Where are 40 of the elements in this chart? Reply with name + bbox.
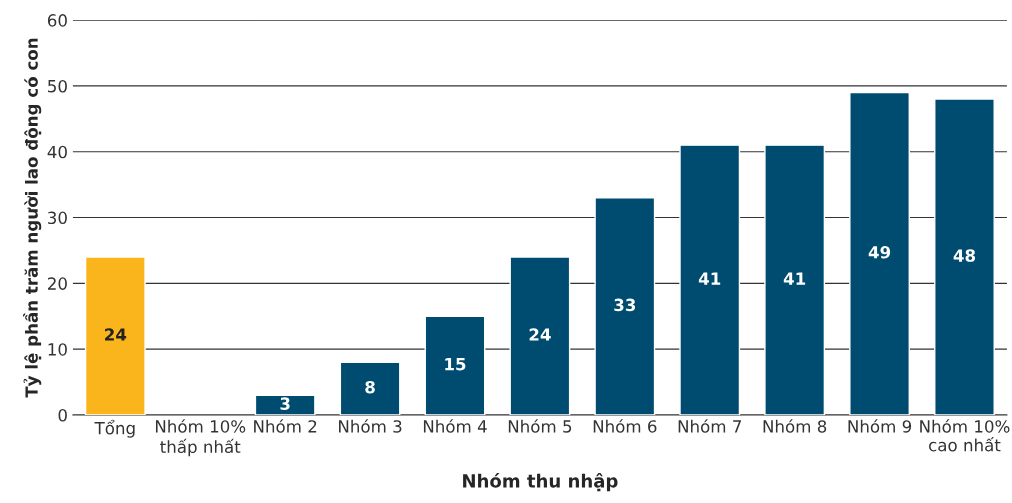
bar: [424, 315, 486, 415]
bar: [679, 144, 741, 415]
x-tick-label: Nhóm 9: [848, 419, 912, 433]
data-label: 41: [783, 272, 806, 285]
x-tick-label: Nhóm 7: [678, 419, 741, 433]
bar: [339, 361, 401, 415]
data-label: 15: [445, 358, 466, 371]
y-tick-label: 10: [48, 343, 67, 356]
data-label: 41: [698, 272, 721, 285]
data-label: 8: [365, 380, 375, 394]
x-tick-label: Nhóm 5: [508, 419, 572, 433]
bar: [509, 256, 571, 415]
x-tick-label: Nhóm 10% cao nhất: [920, 419, 1010, 452]
x-tick-label: Nhóm 6: [593, 419, 657, 433]
bar: [934, 98, 995, 415]
x-tick-label: Nhóm 8: [763, 419, 827, 433]
data-label: 3: [280, 397, 290, 410]
data-label: 33: [614, 298, 636, 312]
x-axis-title: Nhóm thu nhập: [463, 473, 618, 492]
bar: [84, 256, 146, 415]
data-label: 24: [529, 328, 551, 341]
y-tick-label: 20: [48, 277, 67, 290]
y-tick-label: 40: [47, 145, 67, 159]
bar: [849, 91, 910, 415]
x-tick-label: Nhóm 2: [254, 419, 317, 433]
data-label: 48: [953, 249, 976, 262]
x-tick-label: Nhóm 3: [339, 419, 402, 433]
y-tick-label: 50: [48, 79, 67, 93]
x-tick-label: Tổng: [94, 419, 135, 438]
y-tick-label: 0: [58, 408, 67, 422]
data-label: 24: [105, 328, 127, 341]
x-tick-label: Nhóm 10% thấp nhất: [155, 419, 246, 457]
bar: [594, 197, 656, 415]
bar: [764, 144, 826, 415]
y-axis-title: Tỷ lệ phần trăm người lao động có con: [23, 38, 42, 398]
y-tick-label: 30: [48, 211, 67, 225]
data-label: 49: [868, 245, 891, 259]
x-tick-label: Nhóm 4: [423, 419, 487, 433]
y-tick-label: 60: [47, 14, 67, 27]
bar: [254, 394, 316, 415]
